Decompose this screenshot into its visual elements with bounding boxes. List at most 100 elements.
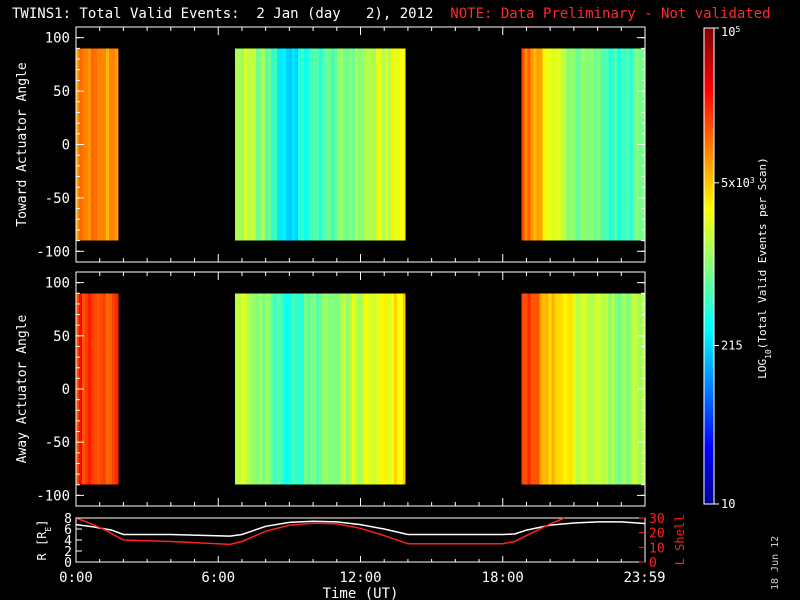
title-text: TWINS1: Total Valid Events: 2 Jan (day 2… — [12, 6, 434, 22]
heatmap-column — [249, 48, 254, 241]
heatmap-column — [533, 48, 538, 241]
heatmap-column — [321, 293, 326, 485]
heatmap-column — [103, 48, 107, 241]
heatmap-column — [566, 293, 571, 485]
heatmap-column — [357, 48, 362, 241]
heatmap-column — [267, 48, 272, 241]
heatmap-column — [569, 293, 574, 485]
heatmap-column — [566, 48, 571, 241]
y-tick-label: 50 — [53, 84, 70, 100]
colorbar-tick-label: 5x103 — [721, 175, 755, 190]
heatmap-column — [539, 48, 544, 241]
heatmap-column — [112, 293, 116, 485]
heatmap-column — [273, 48, 278, 241]
heatmap-column — [542, 48, 547, 241]
heatmap-column — [118, 293, 119, 485]
heatmap-column — [336, 48, 341, 241]
heatmap-column — [258, 293, 263, 485]
heatmap-column — [300, 48, 305, 241]
heatmap-column — [324, 293, 329, 485]
heatmap-column — [536, 48, 541, 241]
heatmap-column — [249, 293, 254, 485]
heatmap-column — [384, 293, 389, 485]
heatmap-column — [94, 48, 98, 241]
heatmap-column — [527, 293, 532, 485]
heatmap-column — [375, 293, 380, 485]
y-tick-label: -100 — [36, 488, 70, 504]
heatmap-column — [255, 293, 260, 485]
heatmap-column — [234, 293, 239, 485]
left-y-tick-label: 0 — [64, 556, 72, 571]
heatmap-column — [369, 48, 374, 241]
heatmap-column — [530, 48, 535, 241]
heatmap-column — [285, 293, 290, 485]
heatmap-column — [366, 293, 371, 485]
heatmap-column — [596, 293, 601, 485]
heatmap-column — [267, 293, 272, 485]
heatmap-column — [620, 48, 625, 241]
heatmap-column — [369, 293, 374, 485]
right-y-tick-label: 30 — [649, 512, 665, 527]
y-tick-label: -50 — [45, 191, 70, 207]
heatmap-column — [240, 293, 245, 485]
heatmap-column — [357, 293, 362, 485]
heatmap-column — [324, 48, 329, 241]
heatmap-column — [396, 293, 401, 485]
heatmap-column — [261, 48, 266, 241]
left-y-tick-label: 4 — [64, 534, 72, 549]
heatmap-column — [363, 293, 368, 485]
heatmap-column — [563, 48, 568, 241]
heatmap-column — [342, 293, 347, 485]
heatmap-column — [620, 293, 625, 485]
heatmap-column — [321, 48, 326, 241]
heatmap-column — [309, 293, 314, 485]
colorbar: 105 5x103 215 10 LOG10(Total Valid Events p… — [703, 25, 773, 511]
heatmap-column — [330, 48, 335, 241]
heatmap-column — [590, 293, 595, 485]
heatmap-column — [521, 293, 526, 485]
heatmap-column — [306, 48, 311, 241]
heatmap-column — [348, 293, 353, 485]
colorbar-label: LOG10(Total Valid Events per Scan) — [756, 157, 773, 379]
heatmap-column — [94, 293, 98, 485]
heatmap-column — [246, 48, 251, 241]
heatmap-column — [303, 293, 308, 485]
heatmap-column — [584, 293, 589, 485]
heatmap-column — [342, 48, 347, 241]
heatmap-column — [112, 48, 116, 241]
heatmap-column — [246, 293, 251, 485]
heatmap-column — [626, 293, 631, 485]
right-y-tick-label: 0 — [649, 556, 657, 571]
r-series-line — [75, 520, 645, 537]
heatmap-column — [279, 293, 284, 485]
heatmap-column — [288, 48, 293, 241]
heatmap-column — [521, 48, 526, 241]
heatmap-column — [563, 293, 568, 485]
heatmap-column — [372, 293, 377, 485]
heatmap-column — [596, 48, 601, 241]
heatmap-column — [602, 48, 607, 241]
heatmap-column — [578, 293, 583, 485]
heatmap-column — [106, 293, 110, 485]
y-tick-label: 50 — [53, 329, 70, 345]
y-tick-label: 100 — [45, 31, 70, 47]
heatmap-column — [109, 293, 113, 485]
heatmap-column — [315, 293, 320, 485]
heatmap-column — [539, 293, 544, 485]
y-tick-label: -100 — [36, 244, 70, 260]
heatmap-column — [587, 293, 592, 485]
heatmap-column — [291, 48, 296, 241]
heatmap-column — [608, 48, 613, 241]
y-tick-label: 0 — [62, 382, 70, 398]
heatmap-column — [339, 48, 344, 241]
heatmap-column — [387, 293, 392, 485]
y-axis-label: Toward Actuator Angle — [15, 62, 30, 227]
heatmap-column — [88, 48, 92, 241]
heatmap-column — [109, 48, 113, 241]
heatmap-column — [548, 48, 553, 241]
heatmap-column — [282, 48, 287, 241]
heatmap-column — [632, 48, 637, 241]
heatmap-column — [608, 293, 613, 485]
heatmap-column — [527, 48, 532, 241]
